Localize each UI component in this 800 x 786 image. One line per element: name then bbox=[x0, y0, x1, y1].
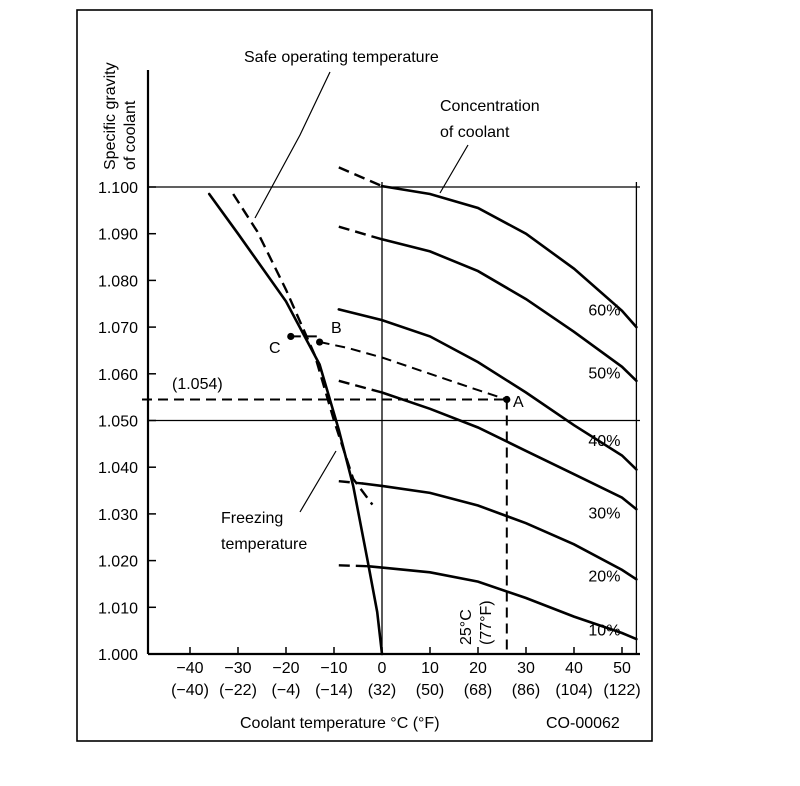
concentration-curve-dashed-segment bbox=[338, 379, 383, 394]
x-tick-label-celsius: −10 bbox=[320, 660, 347, 677]
safe-operating-temperature-label: Safe operating temperature bbox=[244, 49, 439, 66]
point-a-marker bbox=[503, 395, 511, 404]
y-tick-label: 1.020 bbox=[98, 554, 138, 571]
y-tick-label: 1.090 bbox=[98, 227, 138, 244]
x-tick-label-celsius: −30 bbox=[224, 660, 251, 677]
freezing-temperature-curve bbox=[207, 192, 384, 656]
y-tick-label: 1.000 bbox=[98, 647, 138, 664]
y-tick-label: 1.060 bbox=[98, 367, 138, 384]
concentration-curve bbox=[337, 308, 638, 471]
y-tick-label: 1.080 bbox=[98, 273, 138, 290]
series-label: 30% bbox=[588, 506, 620, 523]
x-tick-label-fahrenheit: (−22) bbox=[219, 682, 257, 699]
x-tick-label-fahrenheit: (−4) bbox=[272, 682, 301, 699]
x-tick-label-celsius: −20 bbox=[272, 660, 299, 677]
reference-lines bbox=[148, 182, 640, 654]
y-tick-label: 1.030 bbox=[98, 507, 138, 524]
concentration-curve-dashed-segment bbox=[338, 166, 383, 188]
freezing-temperature-label-line1: Freezing bbox=[221, 510, 283, 527]
series-label: 40% bbox=[588, 433, 620, 450]
x-tick-label-fahrenheit: (−14) bbox=[315, 682, 353, 699]
y-axis-title-line2: of coolant bbox=[122, 100, 139, 170]
x-tick-label-fahrenheit: (122) bbox=[603, 682, 640, 699]
plot-curves bbox=[142, 166, 638, 656]
reading-fahrenheit: (77°F) bbox=[478, 600, 495, 645]
concentration-curve-dashed-segment bbox=[338, 225, 383, 241]
y-axis-title: Specific gravity of coolant bbox=[102, 62, 139, 170]
concentration-curve-dashed-segment bbox=[338, 480, 363, 485]
y-tick-label: 1.040 bbox=[98, 460, 138, 477]
concentration-label-line1: Concentration bbox=[440, 98, 540, 115]
concentration-curve bbox=[380, 391, 638, 511]
x-tick-label-celsius: 0 bbox=[378, 660, 387, 677]
concentration-leader bbox=[439, 144, 469, 194]
concentration-curve bbox=[366, 564, 638, 641]
point-b-marker bbox=[316, 338, 324, 346]
x-tick-label-celsius: 20 bbox=[469, 660, 487, 677]
x-tick-label-celsius: 50 bbox=[613, 660, 631, 677]
figure-frame bbox=[76, 9, 653, 742]
x-tick-label-celsius: 10 bbox=[421, 660, 439, 677]
y-tick-label: 1.010 bbox=[98, 600, 138, 617]
x-tick-label-celsius: 30 bbox=[517, 660, 535, 677]
y-tick-label: 1.050 bbox=[98, 414, 138, 431]
reading-25c-label: 25°C (77°F) bbox=[458, 600, 495, 645]
x-tick-label-celsius: 40 bbox=[565, 660, 583, 677]
x-tick-label-fahrenheit: (32) bbox=[368, 682, 396, 699]
x-axis-title: Coolant temperature °C (°F) bbox=[240, 715, 440, 732]
concentration-curve bbox=[361, 482, 638, 581]
y-tick-label: 1.100 bbox=[98, 180, 138, 197]
x-tick-label-fahrenheit: (68) bbox=[464, 682, 492, 699]
concentration-curve bbox=[380, 184, 638, 329]
freezing-temperature-leader bbox=[299, 450, 337, 513]
reading-celsius: 25°C bbox=[458, 609, 475, 645]
series-labels: 60% 50% 40% 30% 20% 10% bbox=[588, 302, 620, 639]
point-c-marker bbox=[287, 332, 295, 341]
x-axis-ticks: −40 (−40) −30 (−22) −20 (−4) −10 (−14) 0 (32) 10 (5… bbox=[171, 647, 641, 699]
concentration-curve bbox=[380, 238, 638, 383]
x-tick-label-fahrenheit: (86) bbox=[512, 682, 540, 699]
series-label: 10% bbox=[588, 622, 620, 639]
x-tick-label-celsius: −40 bbox=[176, 660, 203, 677]
x-tick-label-fahrenheit: (50) bbox=[416, 682, 444, 699]
safe-operating-temperature-curve bbox=[232, 193, 374, 506]
value-1054-label: (1.054) bbox=[172, 376, 223, 393]
concentration-curve-dashed-segment bbox=[338, 564, 368, 568]
series-label: 50% bbox=[588, 365, 620, 382]
point-c-label: C bbox=[269, 340, 281, 357]
concentration-label-line2: of coolant bbox=[440, 124, 510, 141]
y-tick-label: 1.070 bbox=[98, 320, 138, 337]
construction-line-b-to-a bbox=[319, 341, 508, 401]
y-axis-ticks: 1.000 1.010 1.020 1.030 1.040 1.050 1.060 1.070… bbox=[98, 180, 156, 664]
series-label: 60% bbox=[588, 302, 620, 319]
x-tick-label-fahrenheit: (−40) bbox=[171, 682, 209, 699]
figure-code: CO-00062 bbox=[546, 715, 620, 732]
y-axis-title-line1: Specific gravity bbox=[102, 62, 119, 170]
safe-operating-temperature-leader bbox=[254, 71, 331, 219]
point-b-label: B bbox=[331, 320, 342, 337]
x-tick-label-fahrenheit: (104) bbox=[555, 682, 592, 699]
series-label: 20% bbox=[588, 569, 620, 586]
point-a-label: A bbox=[513, 394, 524, 411]
freezing-temperature-label-line2: temperature bbox=[221, 536, 307, 553]
